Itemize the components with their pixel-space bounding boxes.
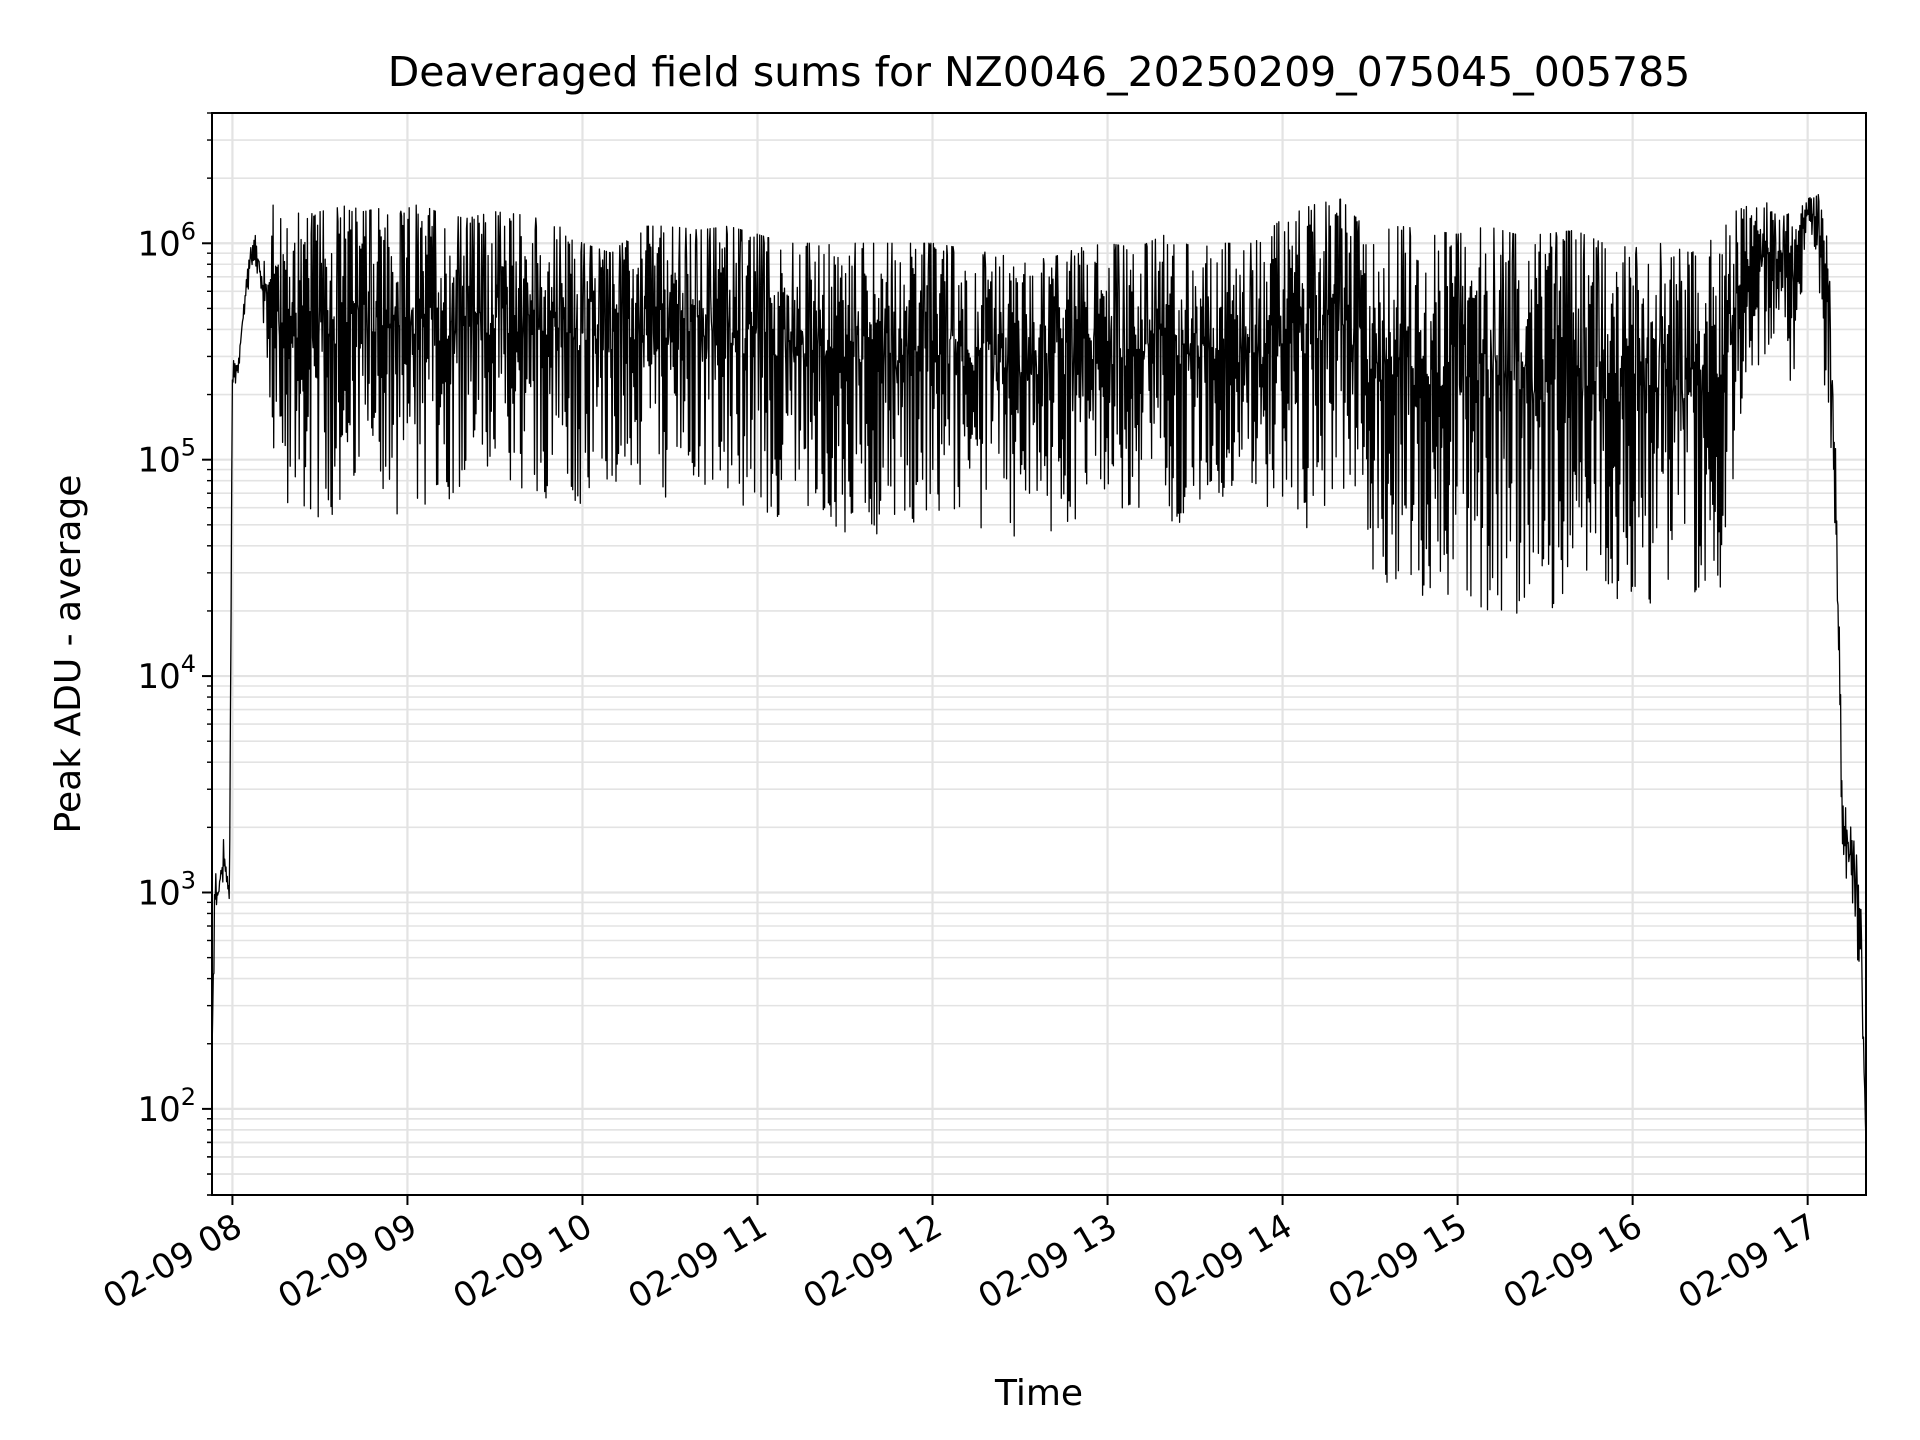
y-tick-label: 103 — [137, 866, 196, 913]
data-layer — [211, 193, 1867, 1143]
y-axis-label: Peak ADU - average — [48, 475, 89, 834]
y-tick-base: 10 — [137, 657, 180, 697]
y-tick-exponent: 3 — [181, 866, 196, 894]
y-tick-exponent: 2 — [181, 1083, 196, 1111]
y-tick-base: 10 — [137, 873, 180, 913]
y-tick-label: 102 — [137, 1083, 196, 1130]
y-tick-base: 10 — [137, 1090, 180, 1130]
y-tick-exponent: 6 — [181, 217, 196, 245]
x-axis-label: Time — [994, 1373, 1083, 1414]
y-tick-label: 105 — [137, 434, 196, 481]
data-series-line — [211, 193, 1867, 1143]
plot-frame — [211, 112, 1867, 1196]
y-tick-base: 10 — [137, 224, 180, 264]
y-tick-exponent: 5 — [181, 434, 196, 462]
y-tick-exponent: 4 — [181, 650, 196, 678]
y-tick-base: 10 — [137, 441, 180, 481]
y-tick-label: 106 — [137, 217, 196, 264]
chart-title: Deaveraged field sums for NZ0046_2025020… — [388, 48, 1691, 96]
y-tick-label: 104 — [137, 650, 196, 697]
